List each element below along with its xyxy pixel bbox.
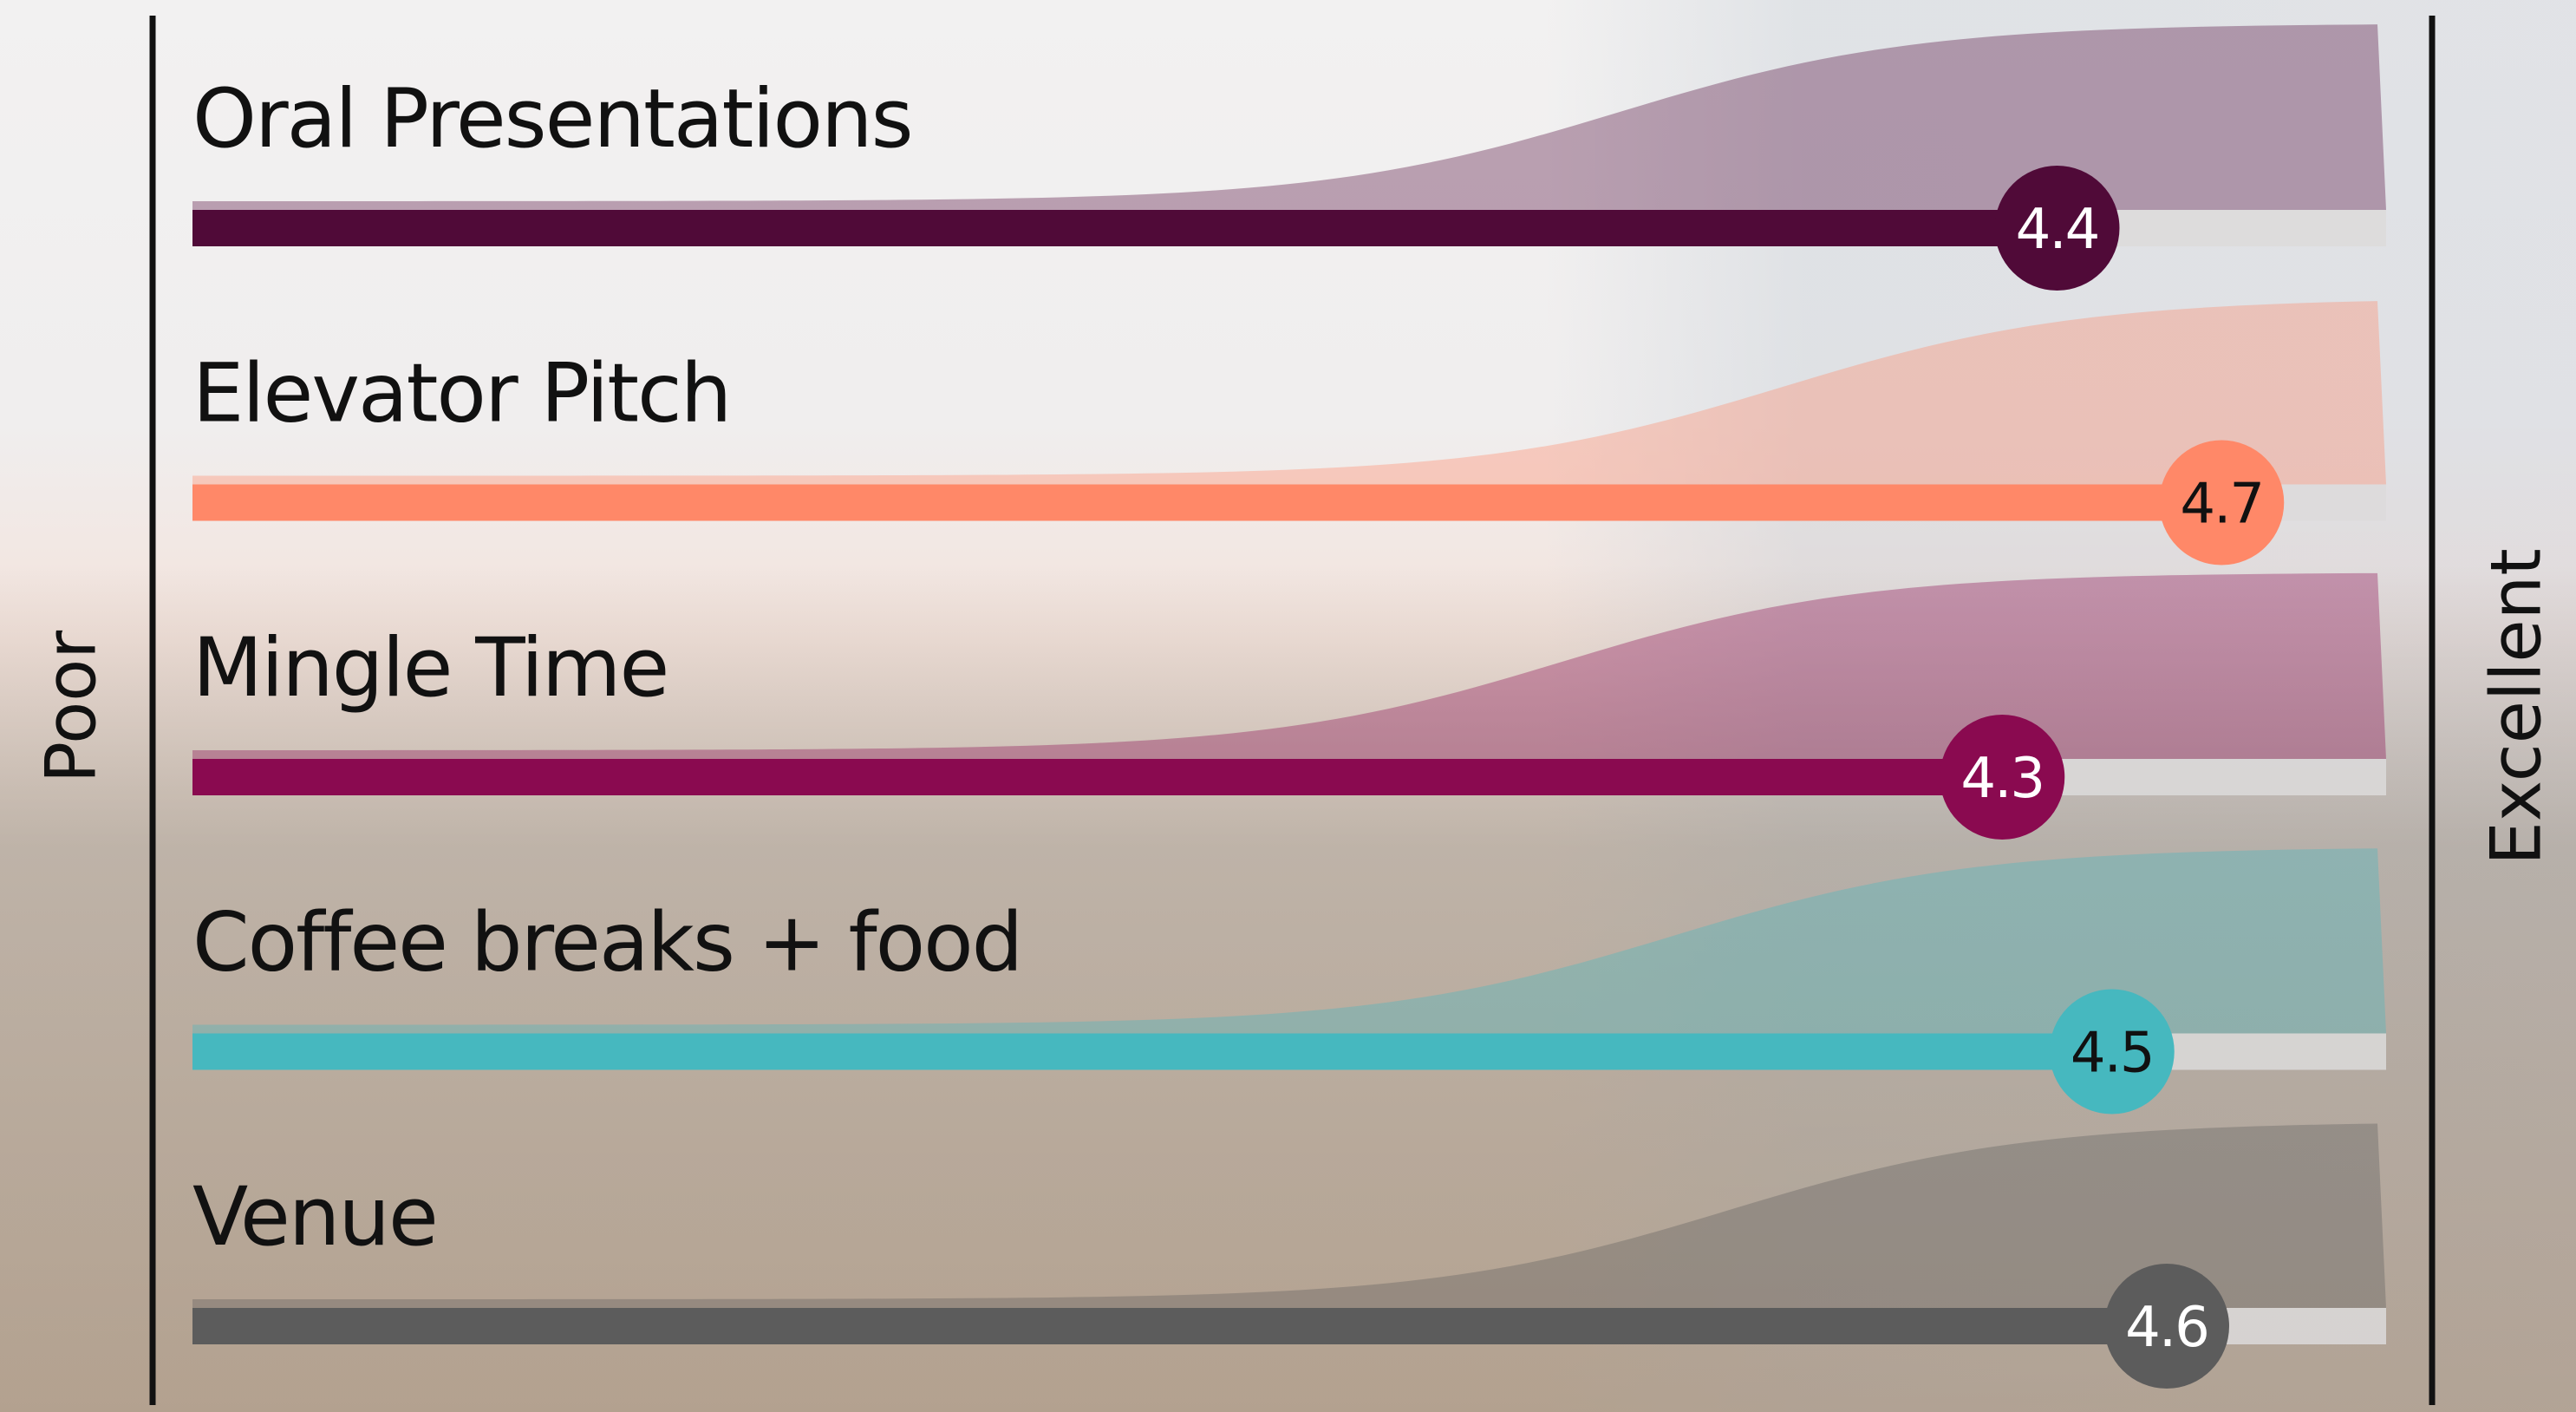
distribution-shape [192,301,2386,485]
left-axis-label: Poor [31,631,112,783]
distribution-shape [192,24,2386,210]
value-dot [2049,989,2175,1115]
value-dot [1940,715,2065,840]
value-label: 4.4 [2016,198,2099,262]
bar [192,210,2058,246]
value-label: 4.3 [1960,747,2044,811]
category-label: Venue [192,1170,437,1265]
value-label: 4.5 [2071,1022,2154,1086]
value-dot [2104,1264,2229,1389]
distribution-shape [192,1123,2386,1308]
value-dot [2159,440,2285,565]
category-label: Oral Presentations [192,72,912,167]
bar [192,484,2222,521]
value-dot [1994,166,2120,291]
right-axis-label: Excellent [2476,548,2557,865]
bar [192,1308,2167,1344]
value-label: 4.7 [2180,473,2263,537]
distribution-shape [192,848,2386,1034]
category-label: Elevator Pitch [192,347,730,441]
bar [192,759,2003,795]
value-label: 4.6 [2125,1296,2208,1360]
bar [192,1033,2112,1070]
distribution-shape [192,572,2386,759]
category-label: Mingle Time [192,621,668,716]
category-label: Coffee breaks + food [192,896,1021,990]
